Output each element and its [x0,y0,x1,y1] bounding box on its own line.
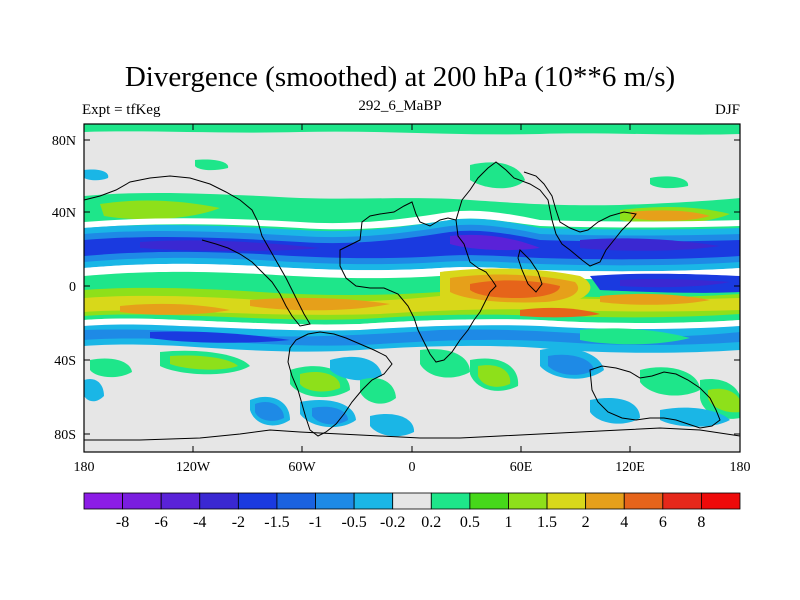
colorbar-swatch [122,492,162,510]
colorbar-label: -8 [116,514,129,531]
colorbar-label: -1.5 [264,514,289,531]
lat-label-0: 0 [69,280,76,295]
colorbar-label: -6 [155,514,168,531]
colorbar-label: 0.2 [421,514,441,531]
north-divergence-core [100,200,220,220]
colorbar-swatch [469,492,509,510]
lon-label-180e: 180 [730,460,751,475]
lon-label-180w: 180 [74,460,95,475]
lat-label-40n: 40N [52,206,76,221]
latitude-axis: 80N 40N 0 40S 80S [52,134,740,443]
colorbar-swatch [276,492,316,510]
south-america-outline [287,331,393,437]
africa-europe-outline [339,201,497,363]
asia-outline [455,161,637,267]
lon-label-120e: 120E [615,460,645,475]
australia-outline [589,365,721,429]
colorbar-label: 2 [582,514,590,531]
colorbar-label: 8 [697,514,705,531]
colorbar: -8 -6 -4 -2 -1.5 -1 -0.5 -0.2 0.2 0.5 1 1.5 2 4 6 8 [83,492,741,531]
colorbar-swatch [701,492,741,510]
colorbar-label: -1 [309,514,322,531]
period-label: 292_6_MaBP [358,98,442,114]
lon-label-0: 0 [409,460,416,475]
colorbar-label: -0.2 [380,514,405,531]
colorbar-swatch [315,492,355,510]
colorbar-swatch [237,492,278,510]
colorbar-label: -2 [232,514,245,531]
colorbar-swatch [662,492,702,510]
colorbar-swatch [546,492,587,510]
coastlines [83,161,741,441]
colorbar-swatch [585,492,625,510]
divergence-field [84,124,740,452]
colorbar-label: 1.5 [537,514,557,531]
lat-label-80s: 80S [54,428,76,443]
colorbar-label: 6 [659,514,667,531]
lon-label-120w: 120W [176,460,211,475]
colorbar-swatch [508,492,548,510]
experiment-label: Expt = tfKeg [82,102,161,118]
lat-label-40s: 40S [54,354,76,369]
colorbar-swatch [353,492,394,510]
lon-label-60e: 60E [510,460,533,475]
colorbar-swatch [199,492,239,510]
lat-label-80n: 80N [52,134,76,149]
colorbar-label: -4 [193,514,206,531]
colorbar-swatch [623,492,664,510]
colorbar-label: -0.5 [341,514,366,531]
season-label: DJF [714,102,740,118]
colorbar-swatch [160,492,201,510]
north-america-outline [83,175,311,327]
colorbar-swatch [392,492,432,510]
lon-label-60w: 60W [288,460,316,475]
colorbar-swatch [83,492,123,510]
colorbar-swatch [430,492,471,510]
colorbar-label: 1 [504,514,512,531]
plot-title: Divergence (smoothed) at 200 hPa (10**6 … [124,61,676,93]
longitude-axis: 180 120W 60W 0 60E 120E 180 [74,124,751,475]
colorbar-label: 4 [620,514,628,531]
colorbar-label: 0.5 [460,514,480,531]
